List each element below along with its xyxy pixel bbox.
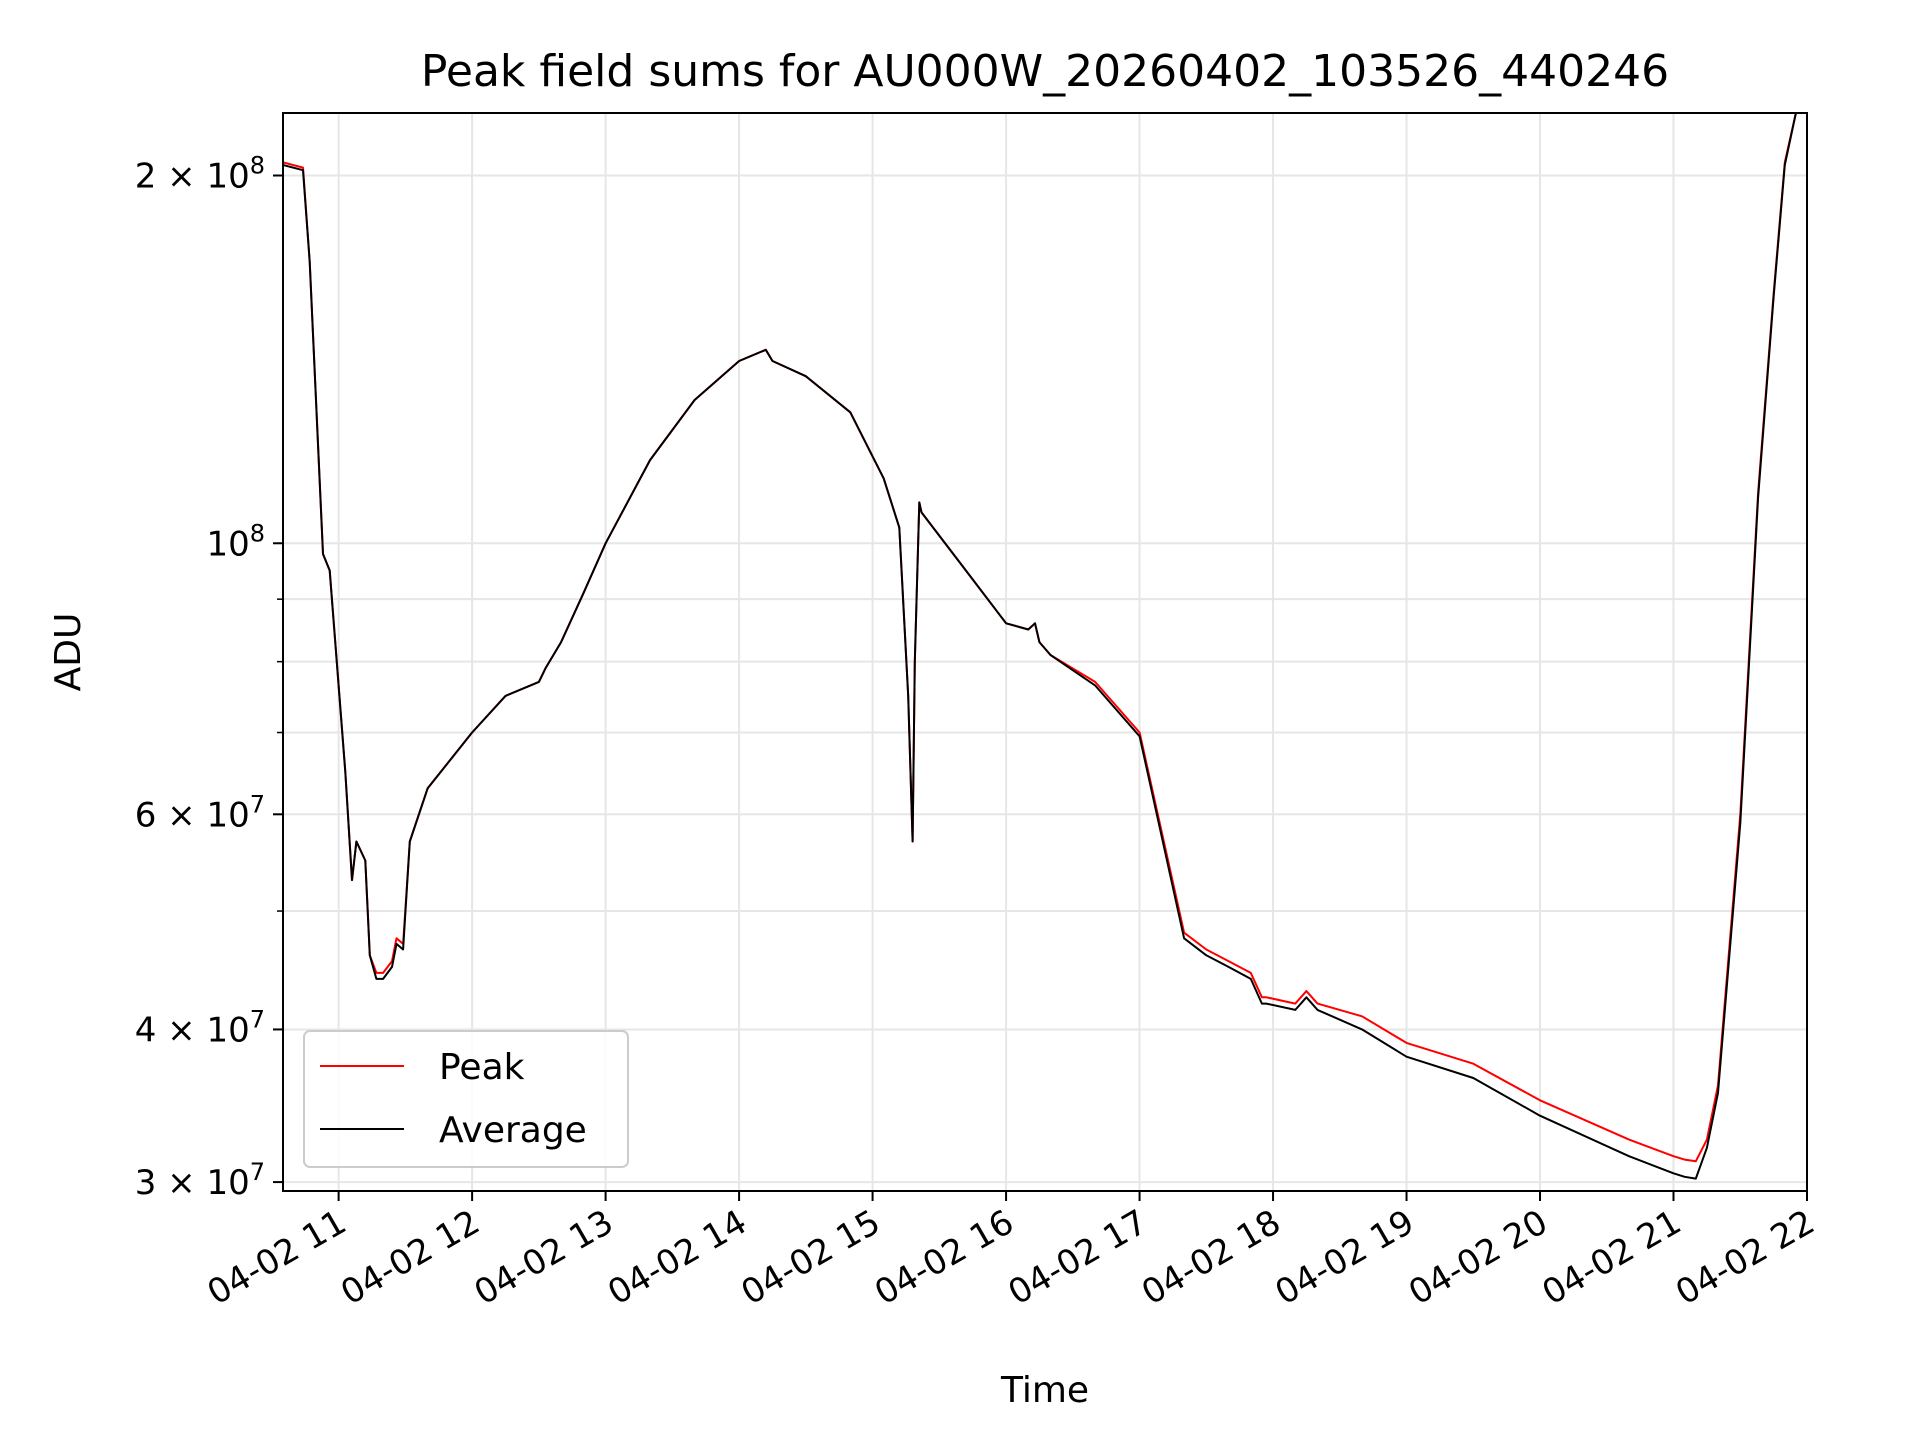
- legend-label-peak: Peak: [439, 1047, 525, 1088]
- plot-frame: [282, 112, 1808, 1192]
- y-tick-label: 6 × 107: [135, 790, 265, 835]
- y-tick-label: 2 × 108: [135, 151, 265, 196]
- chart-title: Peak field sums for AU000W_20260402_1035…: [421, 46, 1669, 97]
- y-tick-label: 4 × 107: [135, 1005, 265, 1050]
- y-axis-label: ADU: [48, 613, 89, 692]
- grid: [283, 113, 1808, 1191]
- legend: Peak Average: [303, 1030, 629, 1168]
- x-axis-label: Time: [1000, 1370, 1089, 1411]
- legend-label-average: Average: [439, 1110, 587, 1151]
- series-layer: [283, 113, 1797, 1180]
- y-tick-label: 3 × 107: [135, 1158, 265, 1203]
- y-tick-label: 108: [206, 519, 265, 564]
- series-line-average: [283, 113, 1797, 1180]
